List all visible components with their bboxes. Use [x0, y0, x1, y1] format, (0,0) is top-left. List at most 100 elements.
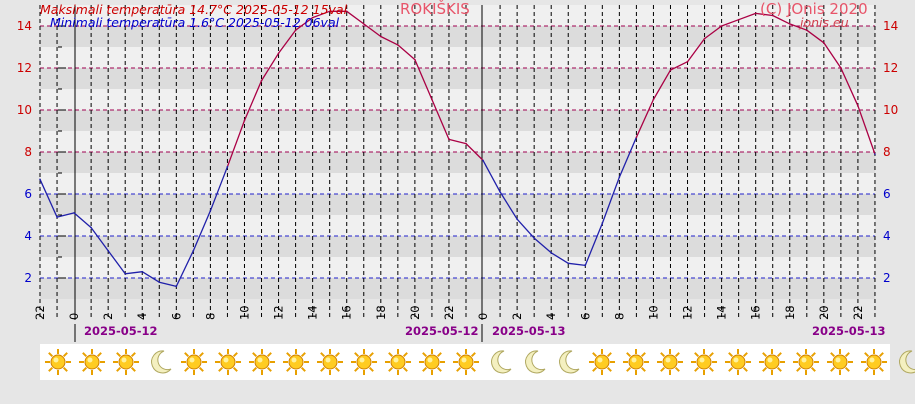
temperature-segment	[192, 210, 211, 251]
background-band	[40, 110, 875, 131]
temperature-point	[448, 138, 450, 141]
y-tick-label-right: 10	[883, 103, 898, 117]
background-band	[40, 152, 875, 173]
temperature-segment	[533, 237, 552, 254]
temperature-point	[90, 226, 92, 229]
sun-icon	[75, 344, 109, 380]
sun-icon	[211, 344, 245, 380]
temperature-segment	[618, 137, 637, 178]
x-tick-label: 6	[169, 313, 183, 320]
sun-icon	[381, 344, 415, 380]
moon-icon	[483, 344, 517, 380]
background-band	[40, 68, 875, 89]
temperature-point	[397, 44, 399, 46]
temperature-point	[209, 210, 212, 212]
temperature-point	[533, 237, 535, 239]
x-tick-label: 20	[408, 305, 422, 320]
temperature-segment	[107, 250, 126, 275]
temperature-point	[516, 218, 518, 220]
temperature-segment	[278, 29, 297, 54]
sun-icon	[755, 344, 789, 380]
sun-icon	[245, 344, 279, 380]
temperature-segment	[397, 44, 416, 61]
temperature-point	[124, 273, 126, 275]
temperature-segment	[686, 38, 706, 63]
temperature-segment	[584, 223, 603, 266]
temperature-point	[652, 98, 655, 101]
temperature-segment	[721, 19, 739, 27]
copyright-text: (C) JOnis 2020	[760, 0, 868, 18]
sun-icon	[177, 344, 211, 380]
x-tick-label: 6	[578, 313, 592, 320]
x-tick-label: 10	[237, 305, 251, 320]
temperature-point	[107, 249, 109, 252]
y-axis-labels-right: 2 4 6 8 10 12 14	[883, 19, 898, 285]
background-band	[40, 278, 875, 299]
x-tick-label: 14	[715, 305, 729, 320]
temperature-segment	[652, 69, 672, 100]
temperature-segment	[295, 17, 314, 31]
date-label-day1-end: 2025-05-12	[405, 324, 479, 338]
temperature-segment	[823, 42, 842, 69]
y-tick-label-left: 2	[24, 271, 32, 285]
temperature-segment	[209, 166, 229, 212]
temperature-point	[311, 16, 314, 19]
temperature-point	[175, 285, 178, 288]
temperature-point	[857, 105, 859, 107]
temperature-segment	[840, 67, 859, 107]
y-axis-labels-left: 2 4 6 8 10 12 14	[17, 19, 32, 285]
y-tick-label-left: 10	[17, 103, 32, 117]
x-tick-label: 22	[442, 305, 456, 320]
sun-icon	[347, 344, 381, 380]
temperature-point	[584, 264, 587, 267]
x-tick-label: 4	[135, 313, 149, 320]
background-band	[40, 89, 875, 110]
y-tick-label-left: 14	[17, 19, 32, 33]
sun-icon	[415, 344, 449, 380]
site-text: jonis.eu	[798, 15, 849, 30]
temperature-point	[823, 42, 825, 44]
background-band	[40, 257, 875, 278]
y-tick-label-left: 6	[24, 187, 32, 201]
x-tick-label: 16	[749, 305, 763, 320]
temperature-point	[345, 10, 348, 13]
sun-icon	[449, 344, 483, 380]
sun-icon	[585, 344, 619, 380]
x-axis-labels: 22 0 2 4 6 8 10 12 14 16 18 20 22 0 2 4 6 8 10 12 14 16 18 20 22	[33, 305, 865, 320]
temperature-point	[431, 98, 433, 101]
y-axis-tick-marks	[58, 25, 66, 279]
temperature-point	[158, 281, 161, 284]
sun-icon	[687, 344, 721, 380]
temperature-segment	[414, 59, 433, 100]
temperature-segment	[312, 10, 330, 19]
temperature-point	[141, 270, 144, 273]
temperature-point	[720, 25, 723, 27]
temperature-point	[328, 10, 331, 13]
sun-icon	[823, 344, 857, 380]
temperature-segment	[499, 191, 518, 220]
temperature-point	[380, 35, 382, 38]
temperature-point	[669, 69, 672, 71]
temperature-segment	[806, 29, 825, 44]
x-tick-label: 20	[817, 305, 831, 320]
background-band	[40, 194, 875, 215]
x-tick-label: 0	[476, 313, 490, 320]
temperature-segment	[704, 25, 722, 40]
background-band	[40, 236, 875, 257]
max-temperature-label: Maksimali temperatūra 14.7°C 2025-05-12 …	[40, 2, 348, 17]
y-tick-label-right: 4	[883, 229, 891, 243]
sun-icon	[41, 344, 75, 380]
sun-icon	[619, 344, 653, 380]
x-tick-label: 4	[544, 313, 558, 320]
temperature-point	[618, 176, 621, 178]
background-bands	[40, 5, 875, 299]
temperature-point	[686, 60, 689, 63]
x-tick-label: 2	[101, 313, 115, 320]
temperature-point	[73, 212, 75, 214]
x-tick-label: 22	[851, 305, 865, 320]
temperature-point	[465, 142, 467, 145]
min-temperature-label: Minimali temperatūra 1.6°C 2025-05-12 06…	[50, 15, 340, 30]
date-label-day2-end: 2025-05-13	[812, 324, 886, 338]
temperature-point	[192, 249, 195, 252]
